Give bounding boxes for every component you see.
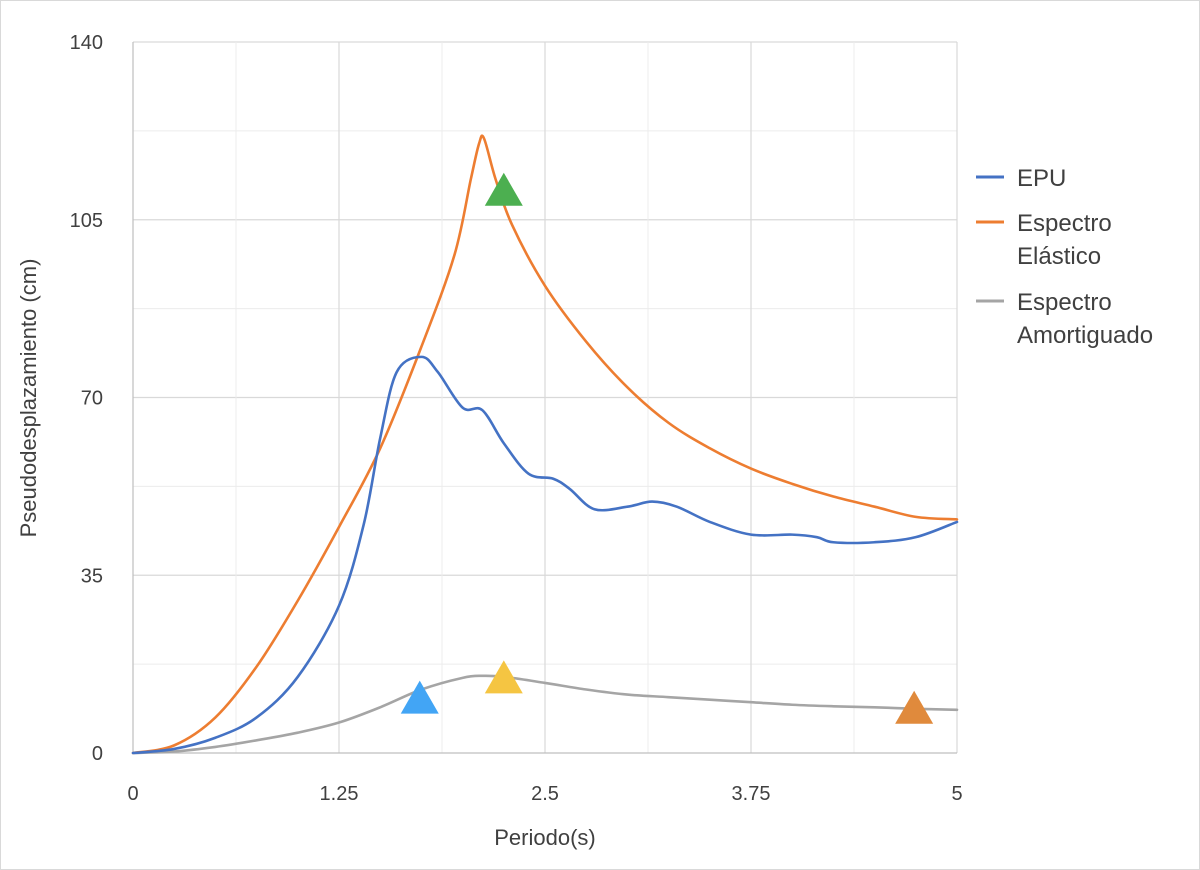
legend-label-espectro-amortiguado-line2: Amortiguado xyxy=(1017,322,1153,349)
y-tick-label: 140 xyxy=(70,32,103,54)
y-tick-label: 35 xyxy=(81,565,103,587)
series-line-espectro-amortiguado xyxy=(131,674,959,755)
legend-label-espectro-amortiguado: Espectro Amortiguado xyxy=(1017,289,1153,349)
x-tick-labels: 0 1.25 2.5 3.75 5 xyxy=(127,783,962,805)
x-tick-label: 3.75 xyxy=(732,783,771,805)
legend-item-espectro-amortiguado: Espectro Amortiguado xyxy=(976,289,1153,349)
series-lines xyxy=(131,134,959,755)
grid xyxy=(133,41,958,753)
x-tick-label: 1.25 xyxy=(320,783,359,805)
y-tick-labels: 0 35 70 105 140 xyxy=(70,32,103,765)
x-tick-label: 0 xyxy=(127,783,138,805)
legend-label-espectro-elastico-line1: Espectro xyxy=(1017,210,1112,237)
y-axis-title: Pseudodesplazamiento (cm) xyxy=(16,259,41,538)
x-tick-label: 5 xyxy=(951,783,962,805)
triangle-markers xyxy=(400,172,934,724)
legend-label-espectro-elastico-line2: Elástico xyxy=(1017,243,1101,270)
triangle-marker xyxy=(400,680,439,714)
legend-label-espectro-amortiguado-line1: Espectro xyxy=(1017,289,1112,316)
axes xyxy=(132,42,957,754)
y-tick-label: 105 xyxy=(70,210,103,232)
legend-item-espectro-elastico: Espectro Elástico xyxy=(976,210,1112,270)
legend-item-epu: EPU xyxy=(976,165,1066,192)
y-tick-label: 70 xyxy=(81,388,103,410)
triangle-marker xyxy=(484,172,523,206)
x-tick-label: 2.5 xyxy=(531,783,559,805)
series-line-espectro-elastico xyxy=(131,134,959,755)
triangle-marker xyxy=(895,690,934,724)
legend-label-epu: EPU xyxy=(1017,165,1066,192)
triangle-marker xyxy=(484,660,523,694)
x-axis-title: Periodo(s) xyxy=(494,825,595,850)
series-line-epu xyxy=(131,355,959,755)
legend-label-espectro-elastico: Espectro Elástico xyxy=(1017,210,1112,270)
y-tick-label: 0 xyxy=(92,743,103,765)
legend: EPU Espectro Elástico Espectro Amortiguado xyxy=(976,165,1153,349)
